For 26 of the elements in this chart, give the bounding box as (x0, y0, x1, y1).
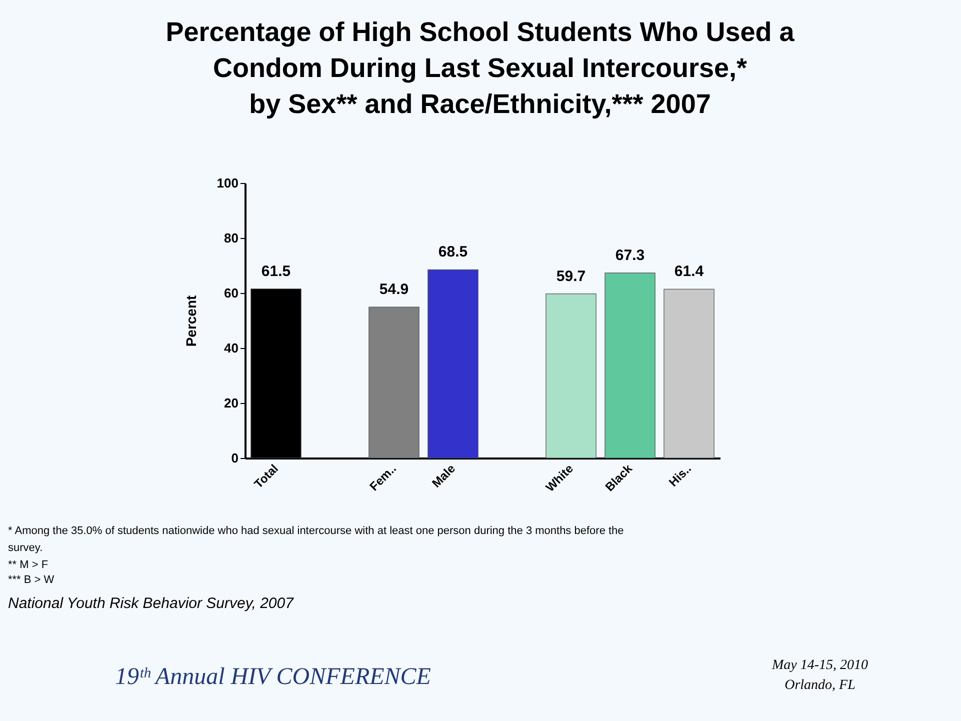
y-tick-label: 100 (216, 176, 238, 190)
text: *** B > W (8, 574, 55, 586)
data-label: 68.5 (438, 244, 468, 261)
y-tick-label: 60 (224, 286, 238, 300)
bar (546, 294, 596, 458)
x-tick-label: His.. (666, 462, 694, 490)
chart-title: Percentage of High School Students Who Used a Condom During Last Sexual Intercourse,* by Sex** and Race/Ethnicity,*** 2007 (166, 17, 796, 119)
y-tick-label: 20 (224, 396, 238, 410)
bar (604, 272, 656, 458)
text: 19ᵗʰ Annual HIV CONFERENCE (115, 664, 432, 690)
bar (664, 288, 714, 458)
y-axis-title: Percent (182, 294, 199, 347)
data-label: 67.3 (615, 246, 645, 264)
data-label: 54.9 (379, 281, 409, 298)
text: ** M > F (8, 559, 48, 571)
bar (428, 269, 478, 458)
data-label: 61.4 (674, 263, 704, 280)
y-tick-label: 0 (231, 450, 238, 466)
text: May 14-15, 2010 Orlando, FL (770, 658, 868, 693)
bar (368, 306, 420, 458)
data-label: 61.5 (261, 262, 291, 280)
y-tick-label: 40 (224, 340, 238, 356)
y-tick-label: 80 (224, 230, 238, 246)
data-label: 59.7 (556, 268, 586, 285)
text: * Among the 35.0% of students nationwide who had sexual intercourse with at least one person during the 3 months before the survey. (8, 525, 624, 554)
text: National Youth Risk Behavior Survey, 2007 (8, 595, 294, 612)
